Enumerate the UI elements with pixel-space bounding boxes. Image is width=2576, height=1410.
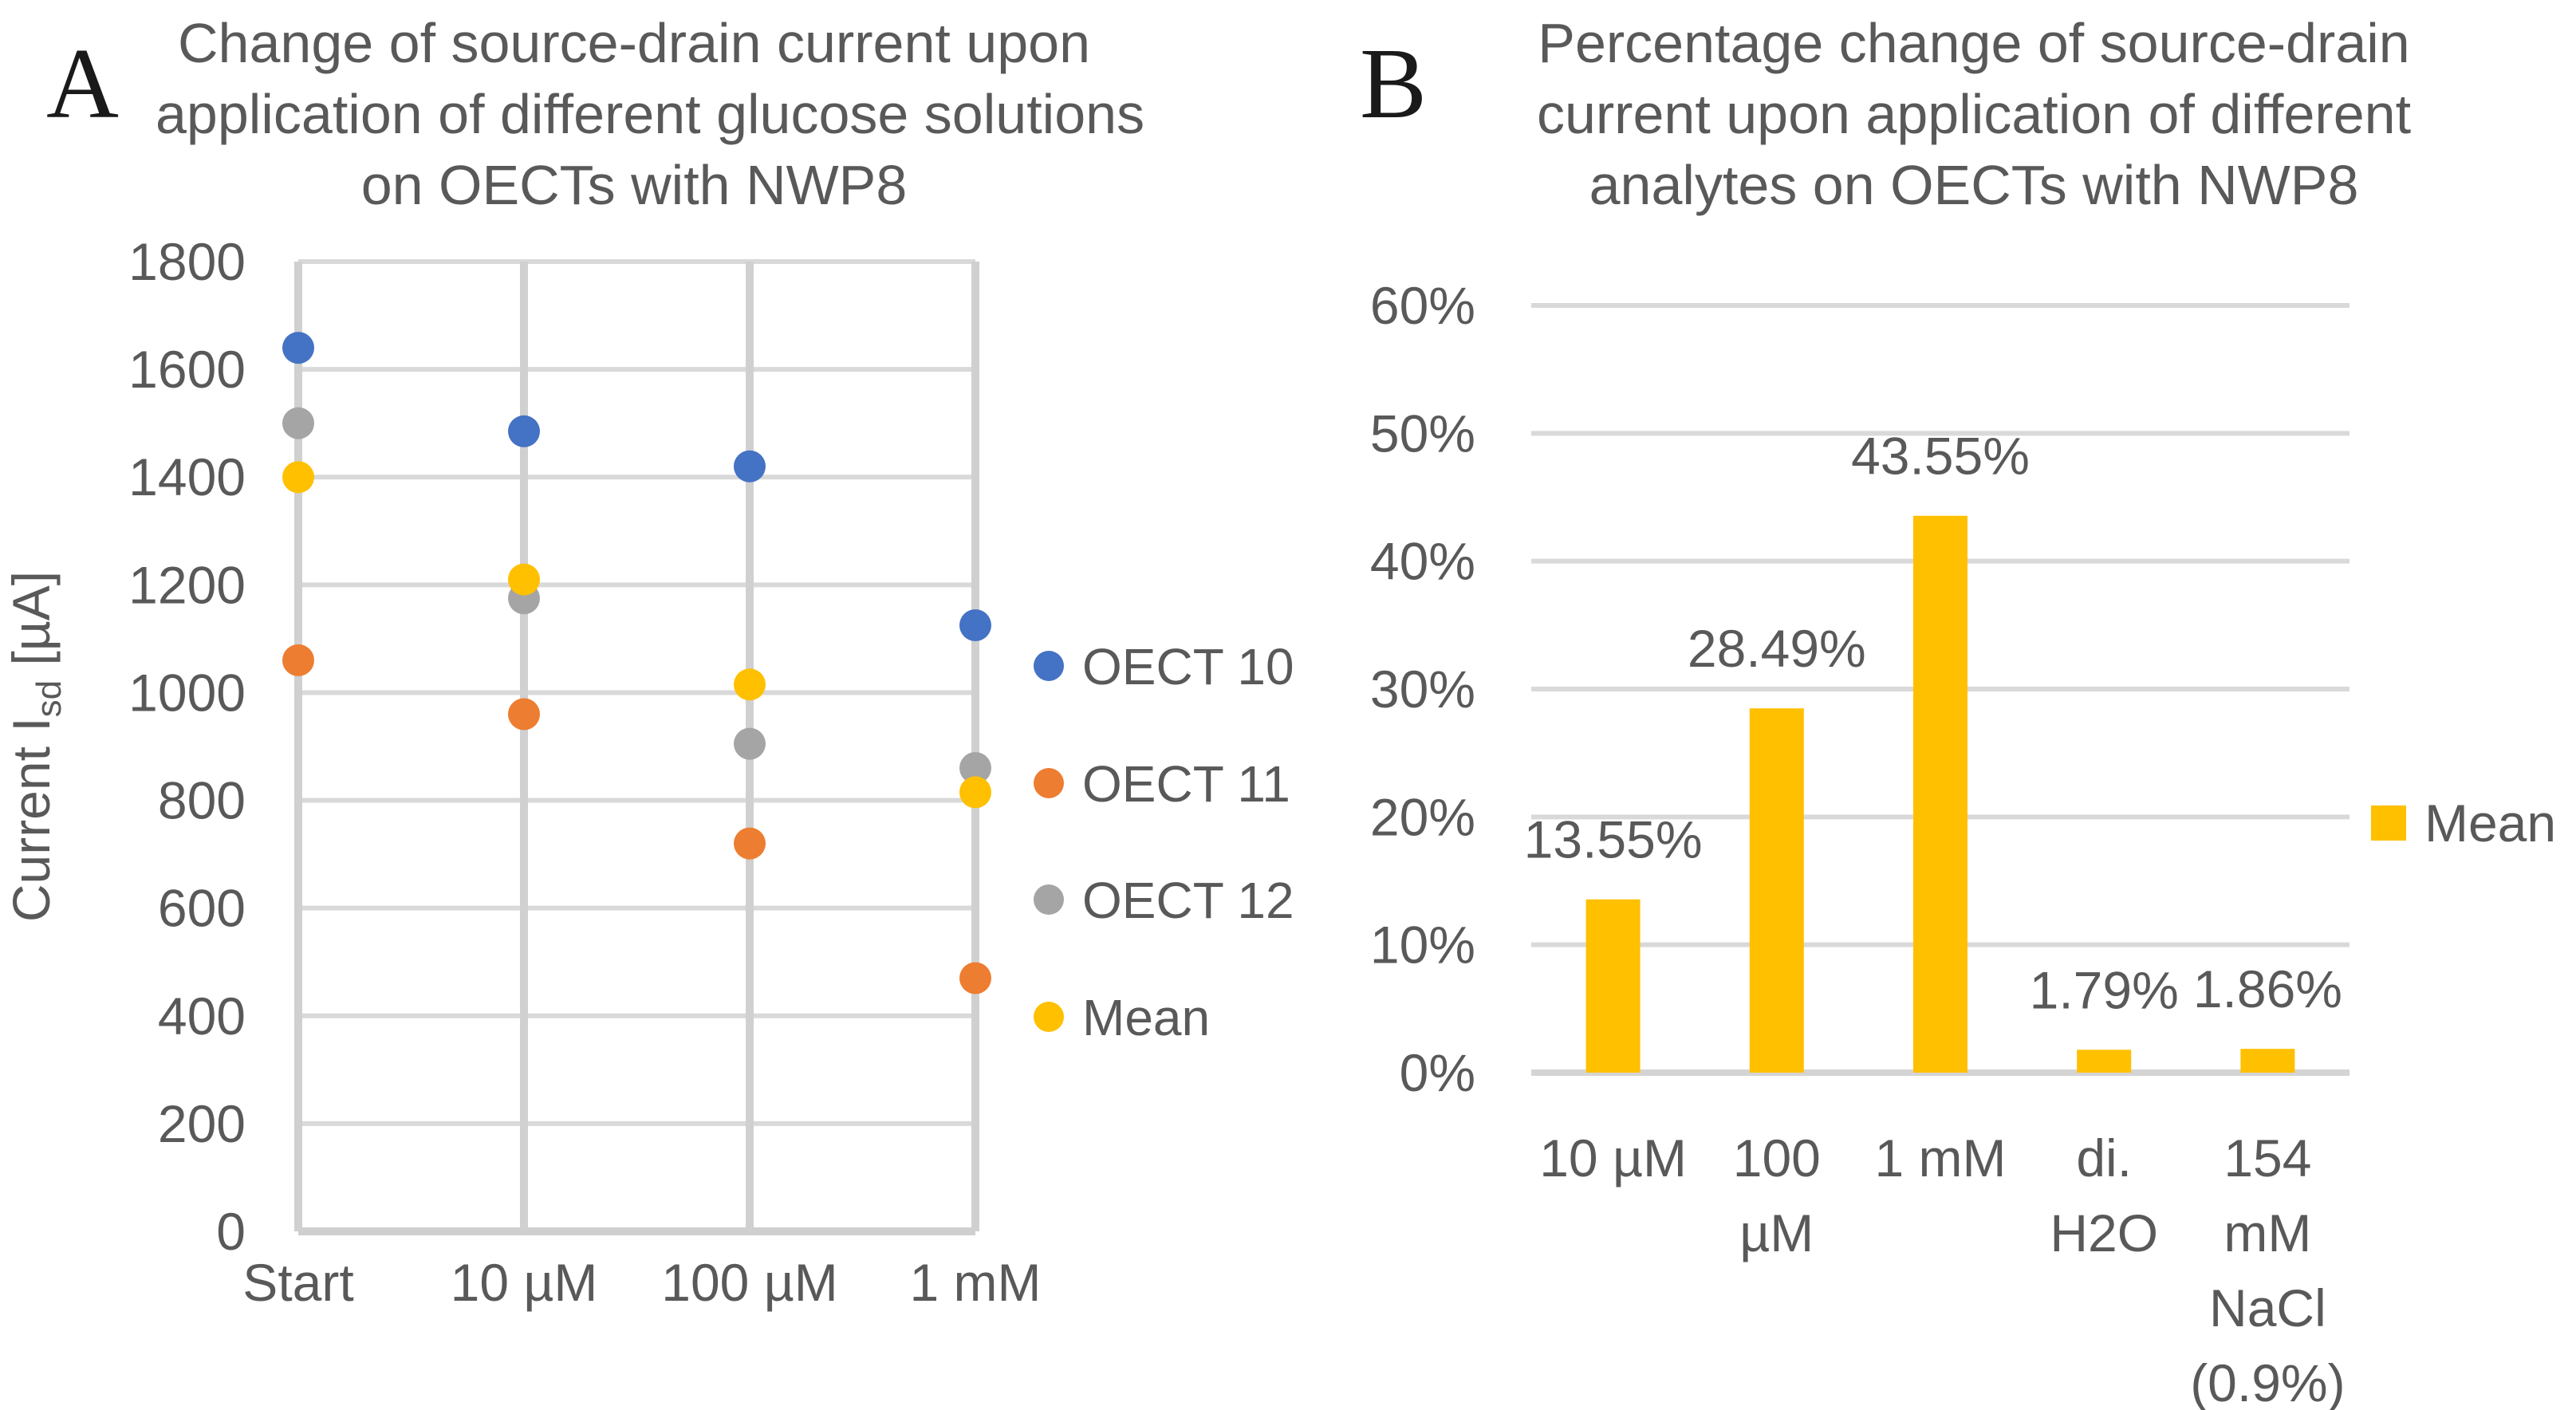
y-tick-label: 800 bbox=[158, 771, 246, 830]
y-tick-label: 0% bbox=[1400, 1043, 1475, 1102]
x-category-label: 154 bbox=[2223, 1128, 2311, 1187]
bar-value-label: 43.55% bbox=[1851, 427, 2030, 486]
scatter-point-mean bbox=[282, 461, 314, 494]
y-tick-label: 1200 bbox=[128, 555, 246, 614]
scatter-point-oect-10 bbox=[508, 415, 540, 447]
y-tick-label: 400 bbox=[158, 987, 246, 1046]
legend-marker-icon bbox=[1034, 651, 1064, 681]
chart-a-title: Change of source-drain current upon appl… bbox=[156, 8, 1145, 221]
y-tick-label: 1600 bbox=[128, 340, 246, 399]
bar-1-mm bbox=[1913, 515, 1967, 1073]
bar-value-label: 13.55% bbox=[1524, 810, 1703, 869]
scatter-point-mean bbox=[959, 776, 991, 809]
legend-label: Mean bbox=[2424, 794, 2556, 853]
x-category-label: Start bbox=[242, 1253, 353, 1312]
x-category-label: H2O bbox=[2050, 1203, 2158, 1262]
legend-label: OECT 10 bbox=[1082, 638, 1294, 695]
legend-label: Mean bbox=[1082, 989, 1210, 1046]
scatter-point-mean bbox=[734, 668, 766, 701]
chart-a-title-line: Change of source-drain current upon bbox=[177, 12, 1091, 74]
y-tick-label: 1400 bbox=[128, 447, 246, 506]
chart-b-title-line: analytes on OECTs with NWP8 bbox=[1589, 154, 2359, 216]
legend-marker-icon bbox=[2371, 805, 2406, 841]
scatter-point-oect-10 bbox=[734, 450, 766, 482]
scatter-point-oect-12 bbox=[734, 727, 766, 760]
bar-154-mm-nacl-0-9- bbox=[2240, 1049, 2295, 1073]
legend-marker-icon bbox=[1034, 1002, 1064, 1032]
y-tick-label: 600 bbox=[158, 879, 246, 938]
scatter-point-oect-12 bbox=[959, 752, 991, 785]
chart-b-title-line: Percentage change of source-drain bbox=[1538, 12, 2410, 74]
x-category-label: 100 bbox=[1733, 1128, 1821, 1187]
y-tick-label: 1800 bbox=[128, 232, 246, 291]
legend-marker-icon bbox=[1034, 884, 1064, 915]
panel-b-label: B bbox=[1360, 29, 1428, 140]
y-tick-label: 10% bbox=[1370, 916, 1475, 975]
scatter-point-oect-12 bbox=[282, 407, 314, 439]
chart-a-title-line: on OECTs with NWP8 bbox=[360, 154, 908, 216]
panel-a-label: A bbox=[46, 29, 119, 140]
x-category-label: di. bbox=[2076, 1128, 2132, 1187]
scatter-point-mean bbox=[508, 563, 540, 596]
x-category-label: 10 µM bbox=[1539, 1128, 1687, 1187]
legend-label: OECT 12 bbox=[1082, 872, 1294, 929]
y-tick-label: 0 bbox=[216, 1202, 246, 1261]
scatter-point-oect-10 bbox=[959, 609, 991, 641]
x-category-label: 1 mM bbox=[910, 1253, 1042, 1312]
bar-value-label: 1.86% bbox=[2193, 959, 2342, 1018]
bar-100-m bbox=[1749, 708, 1804, 1073]
x-category-label: 10 µM bbox=[451, 1253, 598, 1312]
scatter-point-oect-11 bbox=[508, 698, 540, 731]
y-tick-label: 1000 bbox=[128, 663, 246, 722]
y-axis-title: Current Isd [µA] bbox=[2, 571, 69, 922]
scatter-point-oect-11 bbox=[282, 644, 314, 676]
legend-label: OECT 11 bbox=[1082, 755, 1290, 813]
scatter-point-oect-10 bbox=[282, 332, 314, 364]
y-tick-label: 200 bbox=[158, 1094, 246, 1153]
y-tick-label: 30% bbox=[1370, 660, 1475, 719]
chart-b-title-line: current upon application of different bbox=[1536, 83, 2412, 145]
legend-marker-icon bbox=[1034, 768, 1064, 798]
x-category-label: 1 mM bbox=[1875, 1128, 2007, 1187]
y-tick-label: 20% bbox=[1370, 787, 1475, 846]
x-category-label: 100 µM bbox=[661, 1253, 837, 1312]
x-category-label: NaCl bbox=[2209, 1278, 2326, 1337]
y-tick-label: 40% bbox=[1370, 532, 1475, 591]
x-category-label: mM bbox=[2223, 1203, 2311, 1262]
y-tick-label: 50% bbox=[1370, 404, 1475, 463]
chart-b-title: Percentage change of source-drain curren… bbox=[1495, 8, 2452, 221]
chart-a-title-line: application of different glucose solutio… bbox=[156, 83, 1145, 145]
x-category-label: µM bbox=[1739, 1203, 1814, 1262]
bar-value-label: 1.79% bbox=[2030, 960, 2179, 1019]
bar-value-label: 28.49% bbox=[1688, 619, 1866, 678]
scatter-point-oect-11 bbox=[959, 962, 991, 994]
scatter-point-oect-11 bbox=[734, 827, 766, 860]
y-tick-label: 60% bbox=[1370, 276, 1475, 335]
bar-di-h2o bbox=[2077, 1050, 2132, 1073]
x-category-label: (0.9%) bbox=[2190, 1353, 2345, 1410]
bar-10-m bbox=[1585, 899, 1641, 1073]
